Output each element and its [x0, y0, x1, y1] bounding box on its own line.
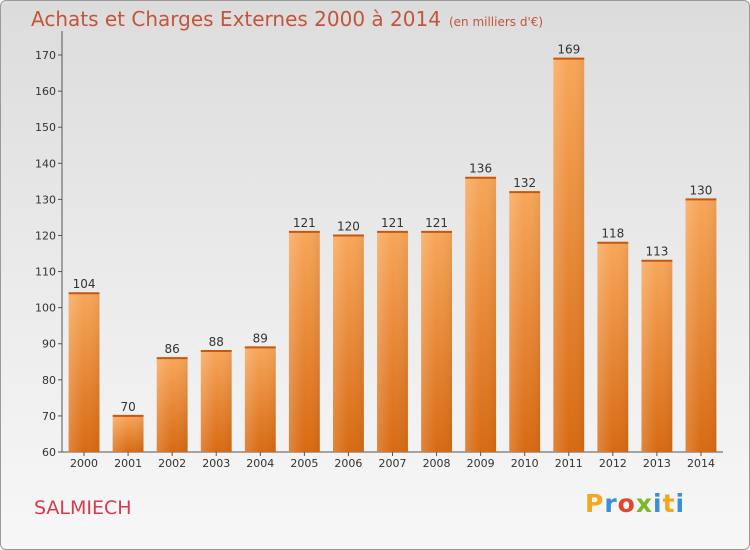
y-tick-label: 70	[42, 410, 56, 423]
y-tick-label: 130	[35, 193, 56, 206]
data-label: 86	[165, 342, 180, 356]
bar-shine	[244, 347, 276, 452]
data-label: 70	[120, 400, 135, 414]
y-tick-label: 100	[35, 302, 56, 315]
bar-shine	[288, 231, 320, 452]
x-tick-label: 2005	[290, 457, 318, 470]
data-label: 88	[209, 335, 224, 349]
x-tick-label: 2006	[334, 457, 362, 470]
y-tick-label: 140	[35, 157, 56, 170]
data-label: 120	[337, 219, 360, 233]
x-tick-label: 2009	[467, 457, 495, 470]
y-tick-label: 170	[35, 49, 56, 62]
bar-shine	[553, 58, 585, 453]
proxiti-logo: Proxiti	[585, 489, 686, 518]
data-label: 121	[381, 216, 404, 230]
x-tick-label: 2008	[423, 457, 451, 470]
x-tick-label: 2004	[246, 457, 274, 470]
bar-shine	[200, 350, 232, 452]
data-label: 169	[557, 43, 580, 57]
data-label: 130	[690, 183, 713, 197]
data-label: 89	[253, 331, 268, 345]
y-tick-label: 90	[42, 338, 56, 351]
y-tick-label: 160	[35, 85, 56, 98]
bar-shine	[156, 358, 188, 452]
x-tick-label: 2012	[599, 457, 627, 470]
bar-shine	[377, 231, 408, 452]
x-tick-label: 2011	[555, 457, 583, 470]
bar-shine	[421, 231, 452, 452]
data-label: 113	[645, 245, 668, 259]
data-label: 121	[293, 216, 316, 230]
chart-unit: (en milliers d'€)	[448, 15, 544, 29]
commune-name: SALMIECH	[34, 497, 132, 519]
x-tick-label: 2007	[379, 457, 407, 470]
chart-title: Achats et Charges Externes 2000 à 2014 (e…	[31, 7, 543, 31]
bar-shine	[641, 260, 673, 452]
x-tick-label: 2013	[643, 457, 671, 470]
y-tick-label: 80	[42, 374, 56, 387]
chart-title-text: Achats et Charges Externes 2000 à 2014	[31, 7, 441, 31]
x-tick-label: 2003	[202, 457, 230, 470]
x-tick-label: 2002	[158, 457, 186, 470]
data-label: 132	[513, 176, 536, 190]
y-tick-label: 110	[35, 266, 56, 279]
bar-shine	[509, 192, 541, 452]
bar-shine	[597, 242, 629, 452]
x-tick-label: 2000	[70, 457, 98, 470]
y-tick-label: 150	[35, 121, 56, 134]
bar-shine	[465, 177, 497, 452]
bar-shine	[112, 415, 144, 452]
data-label: 104	[73, 277, 96, 291]
x-tick-label: 2001	[114, 457, 142, 470]
y-tick-label: 60	[42, 446, 56, 459]
bar-shine	[333, 235, 364, 452]
data-label: 136	[469, 162, 492, 176]
y-tick-label: 120	[35, 229, 56, 242]
bar-shine	[685, 199, 717, 452]
x-tick-label: 2014	[687, 457, 715, 470]
data-label: 121	[425, 216, 448, 230]
bar-shine	[68, 293, 100, 452]
x-tick-label: 2010	[511, 457, 539, 470]
data-label: 118	[601, 227, 624, 241]
